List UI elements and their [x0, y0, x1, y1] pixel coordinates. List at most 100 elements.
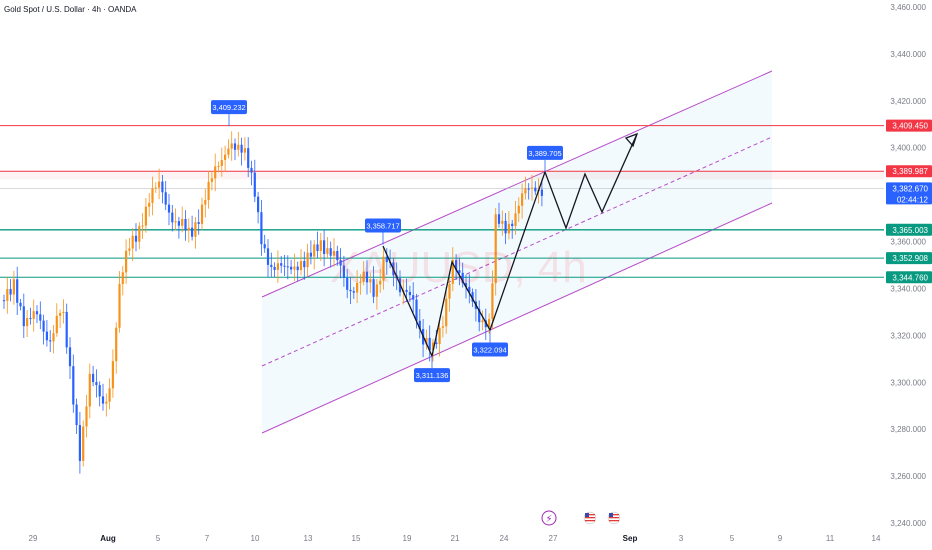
us-flag-event-icon[interactable]	[583, 511, 597, 525]
candle-body	[237, 144, 240, 150]
candle-body	[217, 165, 220, 167]
candle-body	[194, 222, 197, 237]
candle-body	[336, 250, 339, 261]
price-axis-label: 3,344.760	[892, 273, 928, 282]
candle-body	[6, 289, 9, 301]
candle-body	[204, 200, 207, 205]
channel-mid-line[interactable]	[261, 136, 773, 367]
price-tick-label: 3,240.000	[890, 519, 926, 528]
price-tick-label: 3,440.000	[890, 50, 926, 59]
candle-body	[501, 220, 504, 224]
candle-body	[273, 266, 276, 270]
candle-body	[296, 266, 299, 271]
candle-body	[283, 265, 286, 267]
candle-body	[167, 204, 171, 213]
candle-body	[45, 331, 48, 341]
candle-body	[408, 291, 411, 296]
price-tick-label: 3,340.000	[890, 284, 926, 293]
candle-body	[115, 327, 118, 362]
candle-body	[101, 396, 105, 404]
price-tick-label: 3,360.000	[890, 238, 926, 247]
candle-body	[455, 260, 458, 271]
candle-body	[22, 306, 25, 327]
time-tick-label: Sep	[623, 534, 638, 543]
flash-event-icon[interactable]: ⚡	[541, 510, 557, 526]
candle-body	[319, 240, 322, 251]
candle-body	[12, 279, 15, 295]
candle-body	[530, 187, 534, 189]
projection-path[interactable]	[382, 133, 638, 359]
svg-text:⚡: ⚡	[545, 514, 552, 525]
candle-body	[108, 388, 111, 402]
price-tick-label: 3,420.000	[890, 97, 926, 106]
candle-body	[65, 311, 68, 348]
candle-body	[164, 192, 167, 205]
candle-body	[2, 300, 6, 302]
candle-body	[220, 159, 223, 166]
price-callout-box[interactable]	[211, 100, 247, 115]
candle-body	[19, 302, 22, 307]
price-tick-label: 3,400.000	[890, 144, 926, 153]
candle-body	[16, 279, 19, 303]
candle-body	[309, 252, 312, 257]
price-axis-label: 3,389.987	[892, 167, 928, 176]
price-callout-label: 3,311.136	[416, 371, 449, 380]
candle-body	[316, 244, 319, 251]
time-tick-label: 19	[403, 534, 412, 543]
channel-lower-line[interactable]	[261, 202, 773, 434]
candle-body	[75, 404, 78, 426]
candle-body	[534, 187, 537, 192]
candle-body	[313, 244, 316, 257]
time-tick-label: 14	[872, 534, 881, 543]
price-axis-label: 3,352.908	[892, 254, 928, 263]
candle-body	[438, 327, 441, 344]
candle-body	[177, 221, 180, 226]
price-callout-label: 3,358.717	[366, 222, 399, 231]
candle-body	[207, 181, 210, 201]
candle-body	[230, 143, 233, 149]
candle-body	[481, 320, 484, 323]
price-callout-label: 3,389.705	[528, 149, 561, 158]
candle-body	[42, 320, 45, 332]
price-tick-label: 3,280.000	[890, 425, 926, 434]
time-tick-label: 10	[251, 534, 260, 543]
time-tick-label: 3	[679, 534, 684, 543]
price-callout-box[interactable]	[414, 368, 450, 383]
time-tick-label: 13	[304, 534, 313, 543]
us-flag-event-icon-2[interactable]	[607, 511, 621, 525]
price-callout-box[interactable]	[527, 145, 563, 160]
candle-body	[458, 270, 461, 273]
candle-body	[154, 187, 157, 189]
time-tick-label: 24	[500, 534, 509, 543]
candle-body	[52, 333, 55, 342]
time-axis[interactable]: 29 Aug 5 7 10 13 15 19 21 24 27 Sep 3 5 9 11 14	[29, 534, 881, 543]
candle-body	[105, 401, 108, 404]
candle-body	[488, 319, 491, 328]
candle-body	[32, 311, 35, 319]
candle-body	[197, 222, 200, 224]
candle-body	[352, 291, 355, 293]
candle-body	[9, 289, 12, 295]
candle-body	[276, 263, 279, 270]
candle-body	[521, 193, 524, 206]
candle-body	[517, 205, 520, 214]
candle-body	[200, 204, 204, 224]
price-callout-box[interactable]	[365, 218, 401, 233]
candle-body	[382, 256, 385, 281]
candle-body	[332, 250, 336, 256]
candle-body	[514, 213, 517, 227]
candle-body	[181, 218, 184, 226]
candle-body	[293, 266, 296, 270]
price-callout-box[interactable]	[472, 342, 508, 357]
candle-body	[187, 227, 190, 231]
candle-body	[240, 144, 243, 153]
candle-body	[158, 181, 161, 188]
candle-body	[138, 226, 141, 242]
time-tick-label: 29	[29, 534, 38, 543]
candle-body	[191, 227, 194, 237]
candle-body	[85, 406, 88, 427]
channel-upper-line[interactable]	[261, 70, 773, 298]
candle-body	[144, 206, 147, 226]
time-tick-label: 21	[451, 534, 460, 543]
